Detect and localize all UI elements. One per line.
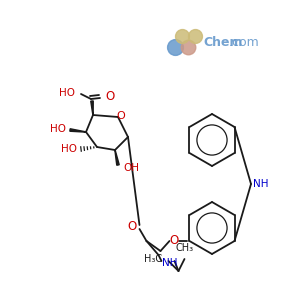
Text: HO: HO xyxy=(50,124,66,134)
Point xyxy=(172,45,177,50)
Text: Chem: Chem xyxy=(203,35,242,49)
Point xyxy=(180,34,184,38)
Text: NH: NH xyxy=(163,258,178,268)
Text: NH: NH xyxy=(253,179,268,189)
Text: O: O xyxy=(128,220,137,233)
Text: .com: .com xyxy=(229,35,260,49)
Text: HO: HO xyxy=(59,88,75,98)
Point xyxy=(186,45,190,50)
Polygon shape xyxy=(115,150,119,165)
Point xyxy=(193,34,197,38)
Text: CH₃: CH₃ xyxy=(176,243,194,253)
Text: HO: HO xyxy=(61,144,77,154)
Text: H₃C: H₃C xyxy=(144,254,163,264)
Text: O: O xyxy=(117,111,125,121)
Text: OH: OH xyxy=(123,163,139,173)
Text: O: O xyxy=(105,91,114,103)
Polygon shape xyxy=(70,129,86,132)
Text: O: O xyxy=(170,235,179,248)
Polygon shape xyxy=(91,101,93,115)
